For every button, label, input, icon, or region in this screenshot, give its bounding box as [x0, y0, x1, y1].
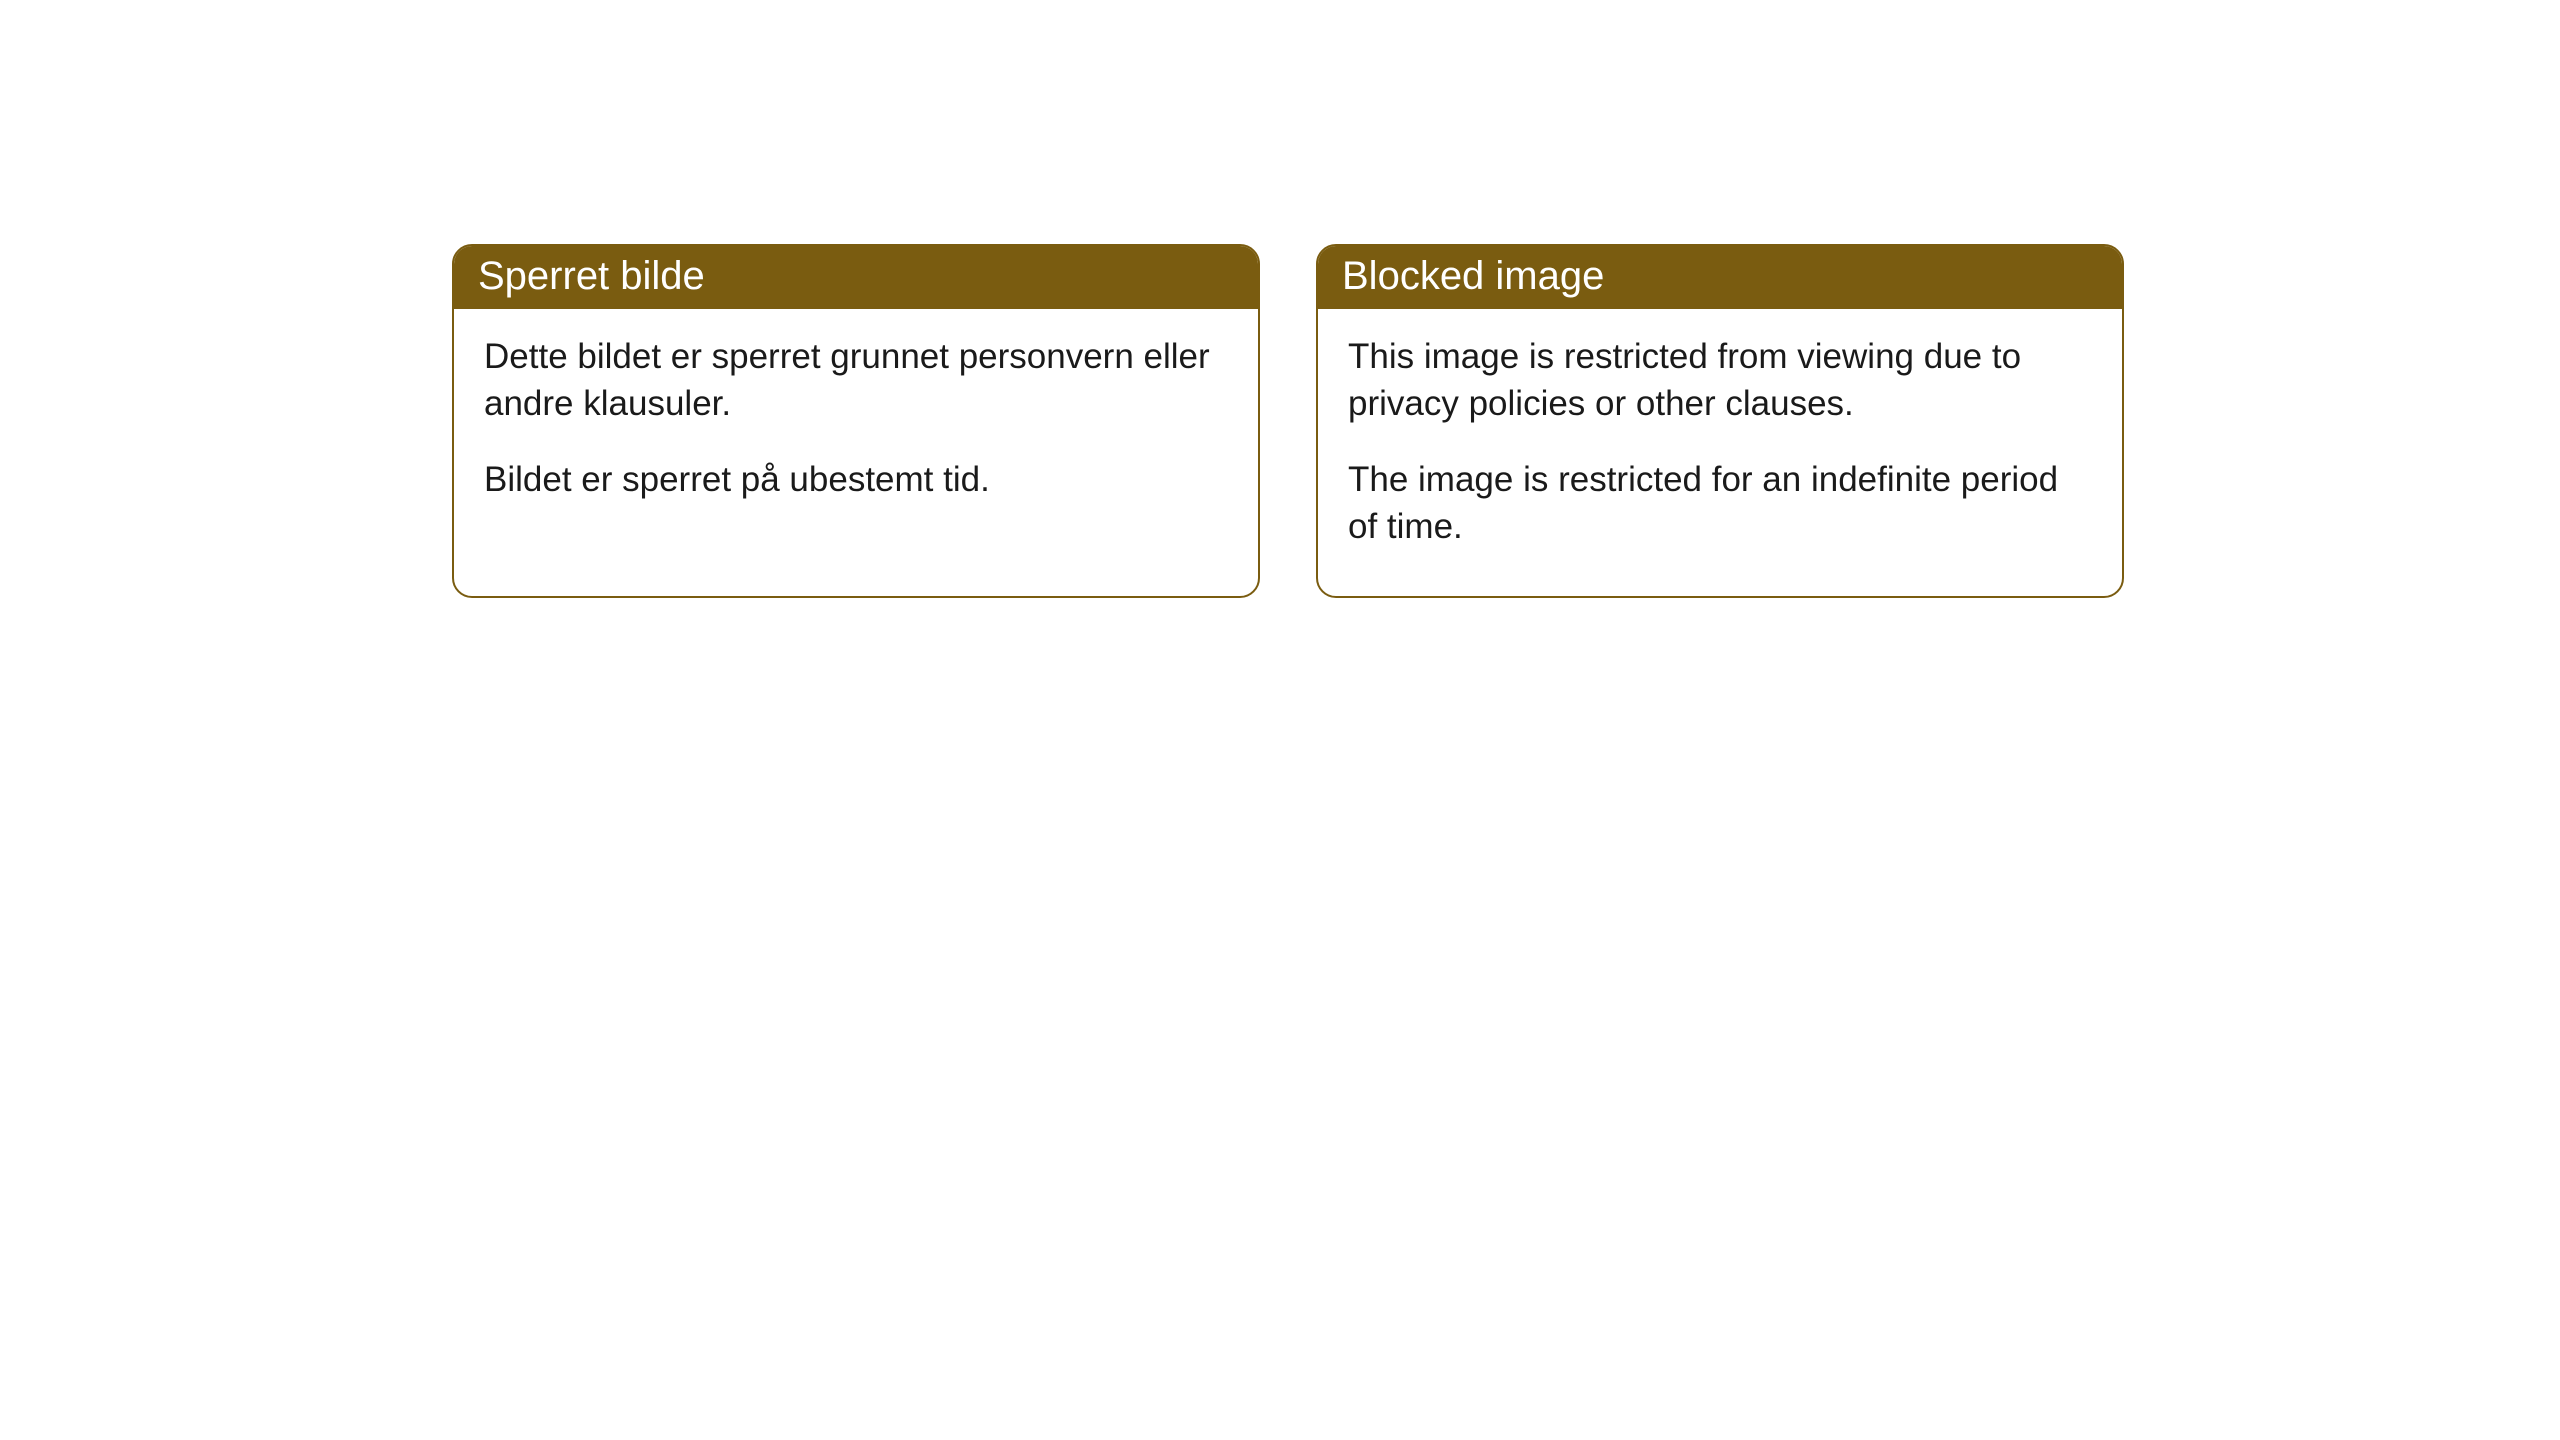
blocked-image-card-no: Sperret bilde Dette bildet er sperret gr…: [452, 244, 1260, 598]
notice-cards-container: Sperret bilde Dette bildet er sperret gr…: [0, 0, 2560, 598]
card-text-no-1: Dette bildet er sperret grunnet personve…: [484, 333, 1228, 428]
card-text-en-1: This image is restricted from viewing du…: [1348, 333, 2092, 428]
card-title-en: Blocked image: [1342, 254, 1604, 298]
card-body-no: Dette bildet er sperret grunnet personve…: [454, 309, 1258, 549]
blocked-image-card-en: Blocked image This image is restricted f…: [1316, 244, 2124, 598]
card-text-no-2: Bildet er sperret på ubestemt tid.: [484, 456, 1228, 503]
card-title-no: Sperret bilde: [478, 254, 705, 298]
card-text-en-2: The image is restricted for an indefinit…: [1348, 456, 2092, 551]
card-header-no: Sperret bilde: [454, 246, 1258, 309]
card-body-en: This image is restricted from viewing du…: [1318, 309, 2122, 596]
card-header-en: Blocked image: [1318, 246, 2122, 309]
